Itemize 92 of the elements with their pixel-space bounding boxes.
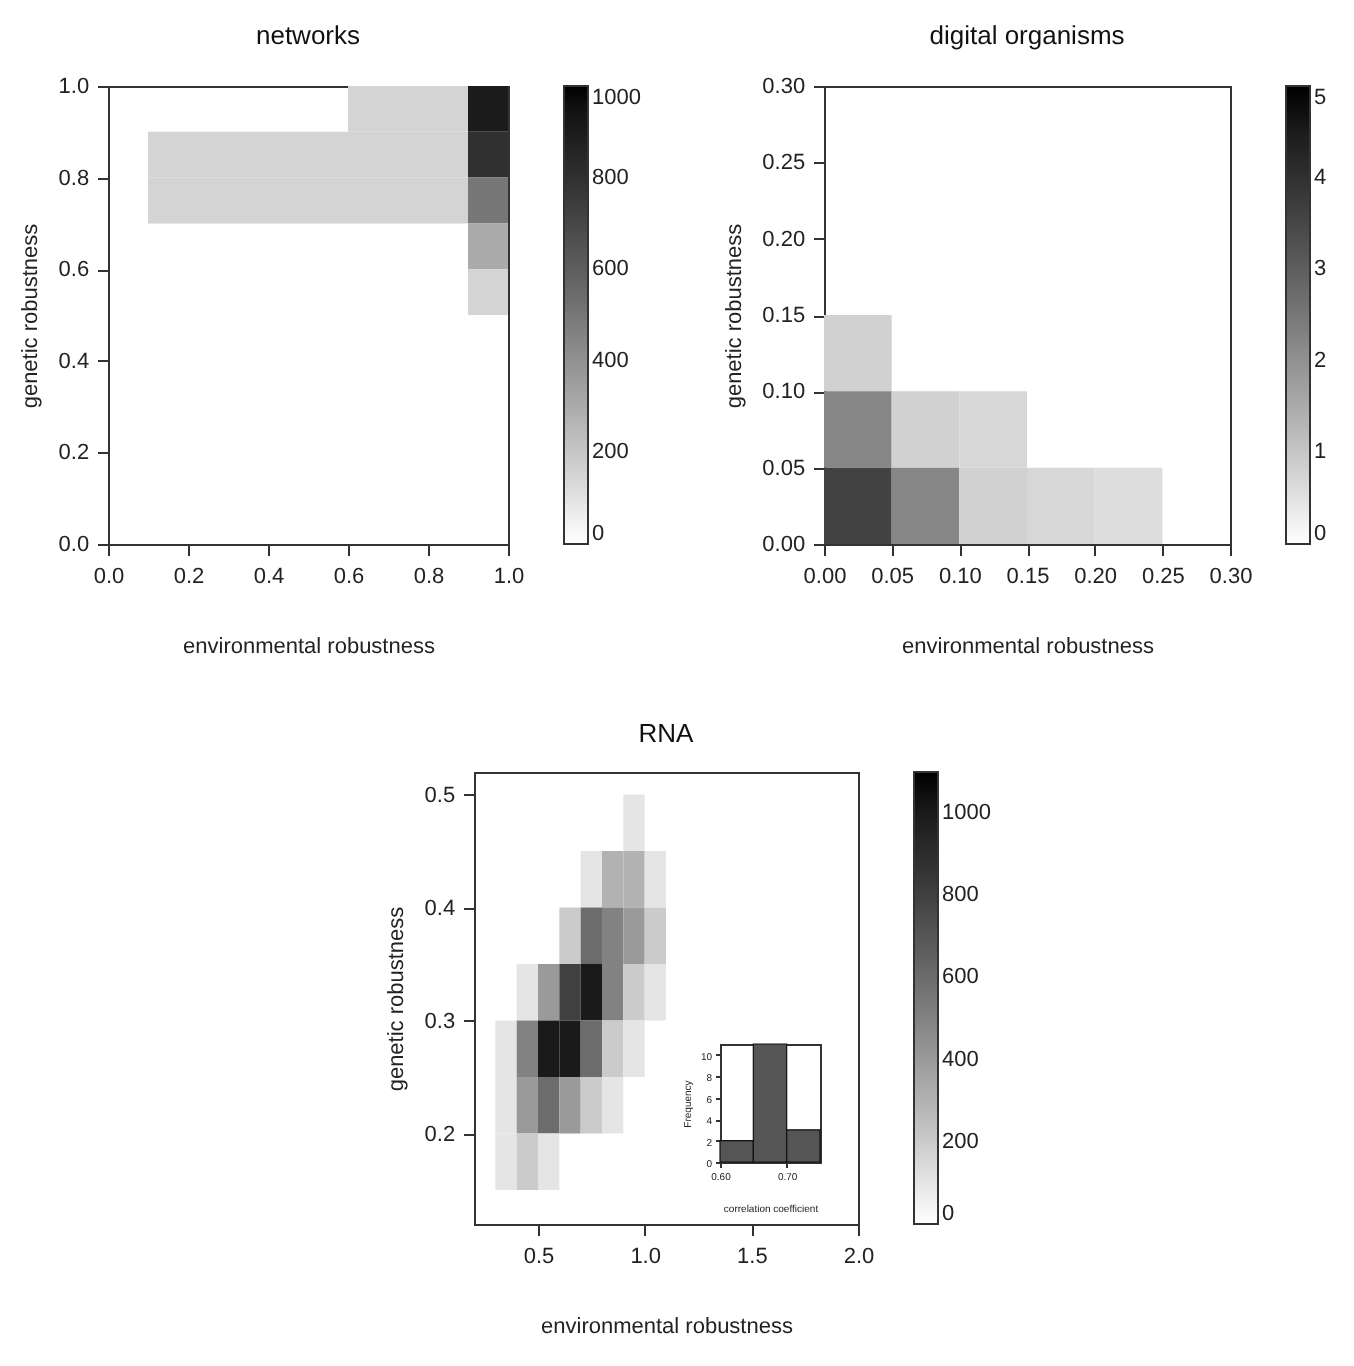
y-tick-label: 0.5 bbox=[424, 783, 456, 808]
point bbox=[188, 131, 228, 178]
color-bar-label: 400 bbox=[592, 348, 629, 373]
x-tick-label: 0.25 bbox=[1141, 564, 1185, 589]
point bbox=[228, 177, 268, 224]
x-tick-label: 0.4 bbox=[253, 564, 285, 589]
point bbox=[268, 131, 308, 178]
y-tick-label: 0.2 bbox=[58, 441, 90, 466]
y-tick-label: 0.6 bbox=[58, 258, 90, 283]
x-tick-label: 0.0 bbox=[93, 564, 125, 589]
x-tick-label: 0.20 bbox=[1074, 564, 1118, 589]
point bbox=[468, 86, 508, 132]
point bbox=[824, 467, 892, 544]
color-bar-label: 2 bbox=[1314, 348, 1327, 373]
x-tick-label: 0.5 bbox=[523, 1244, 555, 1269]
point bbox=[148, 131, 188, 178]
color-bar-label: 5 bbox=[1314, 86, 1327, 110]
color-bar-label: 400 bbox=[942, 1047, 979, 1072]
y-axis-title: genetic robustness bbox=[385, 905, 410, 1092]
x-tick-label: 0.15 bbox=[1006, 564, 1050, 589]
color-bar-label: 200 bbox=[942, 1129, 979, 1154]
x-tick-label: 2.0 bbox=[843, 1244, 875, 1269]
point bbox=[468, 223, 508, 270]
y-tick-label: 0.25 bbox=[762, 151, 806, 176]
point bbox=[308, 131, 348, 178]
y-tick-label: 0.20 bbox=[762, 227, 806, 252]
chart-title: networks bbox=[255, 20, 362, 50]
point bbox=[468, 177, 508, 224]
y-tick-label: 0.30 bbox=[762, 75, 806, 99]
color-bar-label: 3 bbox=[1314, 257, 1327, 282]
point bbox=[428, 131, 468, 178]
x-tick-label: 0.05 bbox=[871, 564, 915, 589]
color-bar-label: 0 bbox=[1314, 522, 1327, 546]
x-tick-label: 0.10 bbox=[938, 564, 982, 589]
y-tick-label: 0.10 bbox=[762, 380, 806, 405]
y-tick-label: 0.0 bbox=[58, 533, 90, 557]
color-bar-label: 600 bbox=[942, 965, 979, 990]
point bbox=[1094, 467, 1163, 544]
x-tick-label: 0.2 bbox=[173, 564, 205, 589]
point bbox=[428, 86, 468, 132]
y-tick-label: 0.4 bbox=[424, 896, 456, 921]
point bbox=[891, 467, 960, 544]
color-bar-label: 1000 bbox=[942, 801, 991, 826]
point bbox=[468, 269, 508, 315]
x-tick-label: 0.30 bbox=[1209, 564, 1253, 589]
y-tick-label: 0.4 bbox=[58, 349, 90, 374]
chart-title: digital organisms bbox=[929, 20, 1126, 50]
color-bar-label: 1000 bbox=[592, 86, 641, 110]
point bbox=[891, 391, 960, 468]
point bbox=[468, 131, 508, 178]
x-tick-label: 0.00 bbox=[803, 564, 847, 589]
color-bar-label: 600 bbox=[592, 257, 629, 282]
point bbox=[348, 177, 388, 224]
y-tick-label: 0.00 bbox=[762, 533, 806, 557]
y-tick-label: 1.0 bbox=[58, 75, 90, 99]
point bbox=[388, 177, 428, 224]
point bbox=[348, 131, 388, 178]
point bbox=[824, 315, 892, 392]
x-tick-label: 1.0 bbox=[493, 564, 525, 589]
point bbox=[308, 177, 348, 224]
point bbox=[228, 131, 268, 178]
point bbox=[959, 467, 1027, 544]
point bbox=[428, 177, 468, 224]
y-tick-label: 0.05 bbox=[762, 456, 806, 481]
color-bar-label: 800 bbox=[592, 165, 629, 190]
y-tick-label: 0.3 bbox=[424, 1009, 456, 1034]
point bbox=[148, 177, 188, 224]
point bbox=[388, 86, 428, 132]
color-bar-label: 0 bbox=[592, 522, 605, 546]
point bbox=[348, 86, 388, 132]
y-axis-title: genetic robustness bbox=[19, 222, 44, 409]
y-axis-title: genetic robustness bbox=[722, 222, 747, 409]
point bbox=[1027, 467, 1095, 544]
x-tick-label: 1.0 bbox=[630, 1244, 661, 1269]
x-axis-title: environmental robustness bbox=[902, 635, 1155, 660]
color-bar-label: 800 bbox=[942, 883, 979, 908]
y-tick-label: 0.8 bbox=[58, 166, 90, 191]
point bbox=[959, 391, 1027, 468]
x-axis-title: environmental robustness bbox=[541, 1315, 794, 1340]
chart-title: RNA bbox=[638, 718, 695, 748]
color-bar-label: 1 bbox=[1314, 440, 1327, 465]
y-tick-label: 0.2 bbox=[424, 1122, 456, 1147]
x-tick-label: 0.6 bbox=[333, 564, 365, 589]
x-tick-label: 1.5 bbox=[737, 1244, 768, 1269]
y-tick-label: 0.15 bbox=[762, 304, 806, 328]
point bbox=[824, 391, 892, 468]
color-bar-label: 0 bbox=[942, 1202, 955, 1226]
color-bar-label: 200 bbox=[592, 440, 629, 465]
point bbox=[268, 177, 308, 224]
color-bar-label: 4 bbox=[1314, 165, 1327, 190]
x-axis-title: environmental robustness bbox=[183, 635, 436, 660]
point bbox=[188, 177, 228, 224]
